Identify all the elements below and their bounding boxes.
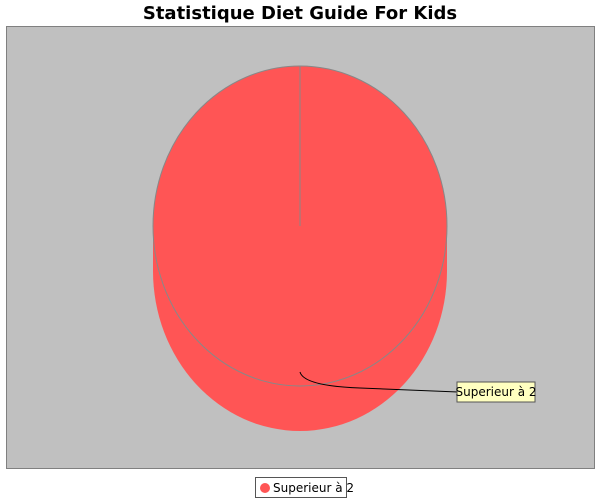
slice-label-leader — [299, 371, 459, 393]
slice-label: Superieur à 2 — [455, 385, 536, 399]
chart-title: Statistique Diet Guide For Kids — [142, 3, 458, 24]
legend: Superieur à 2 — [255, 477, 354, 498]
legend-label: Superieur à 2 — [273, 480, 355, 495]
slice-label-box — [456, 381, 536, 403]
legend-swatch — [260, 482, 270, 493]
